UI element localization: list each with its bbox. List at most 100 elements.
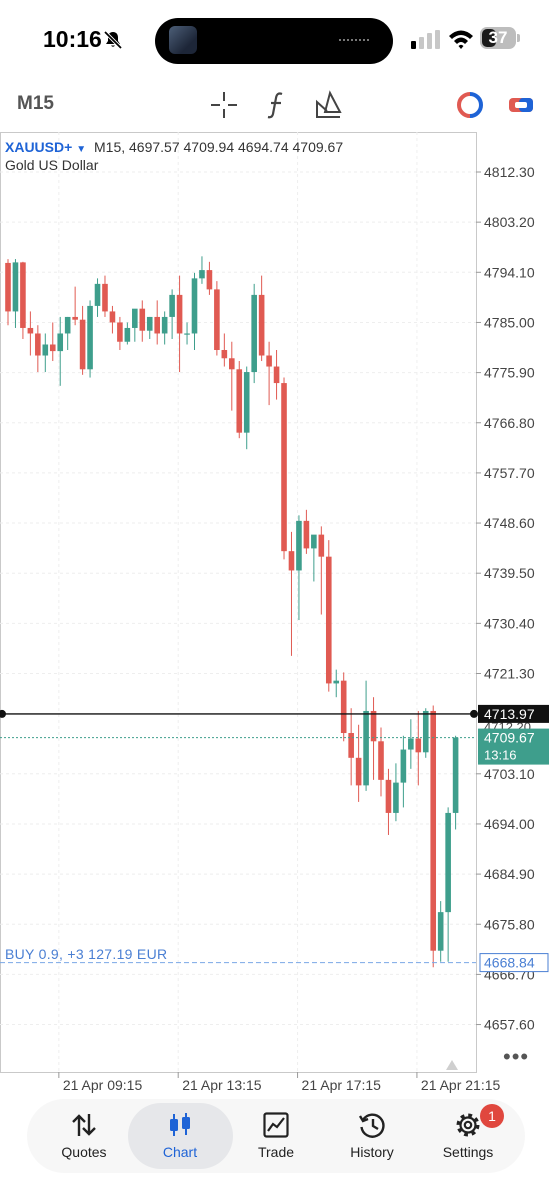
candle-body[interactable] (161, 316, 168, 334)
dynamic-island[interactable] (155, 18, 393, 64)
candle-body[interactable] (370, 710, 377, 742)
candle-body[interactable] (333, 680, 340, 684)
candle-body[interactable] (102, 283, 108, 312)
candle-body[interactable] (20, 262, 26, 328)
battery-level: 37 (488, 28, 508, 47)
tab-history[interactable]: History (322, 1099, 422, 1173)
candle-body[interactable] (42, 344, 49, 356)
candle-body[interactable] (79, 319, 86, 370)
position-label[interactable]: BUY 0.9, +3 127.19 EUR (5, 946, 168, 962)
candle-body[interactable] (49, 344, 56, 352)
candle-body[interactable] (400, 749, 407, 783)
candle-body[interactable] (303, 520, 310, 549)
candle-body[interactable] (422, 710, 429, 753)
wifi-icon (449, 30, 473, 49)
candle-body[interactable] (288, 551, 295, 571)
tab-chart[interactable]: Chart (130, 1099, 230, 1173)
candle-body[interactable] (325, 556, 332, 684)
chart-canvas[interactable]: 4812.30 4803.20 4794.10 4785.00 4775.90 4766.… (0, 132, 553, 1097)
one-click-trading-icon[interactable] (506, 90, 536, 120)
candle-body[interactable] (12, 262, 19, 312)
candle-body[interactable] (452, 737, 459, 813)
candle-body[interactable] (132, 308, 138, 328)
x-tick-label: 21 Apr 21:15 (421, 1077, 501, 1093)
candle-body[interactable] (64, 316, 71, 334)
x-tick-label: 21 Apr 13:15 (182, 1077, 262, 1093)
candle-body[interactable] (318, 534, 325, 557)
candle-body[interactable] (146, 316, 153, 331)
candle-body[interactable] (385, 779, 392, 813)
candle-body[interactable] (236, 369, 243, 433)
x-tick-label: 21 Apr 09:15 (63, 1077, 143, 1093)
scroll-to-end-icon[interactable] (446, 1060, 458, 1070)
candle-body[interactable] (273, 366, 280, 384)
symbol-label[interactable]: XAUUSD+ ▼ (5, 139, 87, 155)
crosshair-icon[interactable] (209, 90, 239, 120)
candle-body[interactable] (169, 294, 175, 317)
price-chart[interactable]: 4812.30 4803.20 4794.10 4785.00 4775.90 4766.… (0, 132, 553, 1097)
candle-body[interactable] (437, 912, 444, 951)
candle-body[interactable] (5, 262, 11, 312)
candle-body[interactable] (229, 358, 235, 370)
activity-indicator-icon (339, 39, 369, 45)
indicators-icon[interactable] (262, 90, 292, 120)
candle-body[interactable] (206, 270, 213, 290)
candle-body[interactable] (311, 534, 317, 549)
y-tick-label: 4657.60 (484, 1017, 535, 1033)
candle-body[interactable] (266, 355, 272, 367)
candle-body[interactable] (72, 316, 78, 320)
candle-body[interactable] (124, 327, 131, 342)
candle-body[interactable] (340, 680, 347, 734)
candlestick-chart-icon (170, 1113, 190, 1136)
candle-body[interactable] (378, 741, 384, 780)
drawing-objects-icon[interactable] (313, 90, 343, 120)
candle-body[interactable] (296, 520, 302, 571)
candle-body[interactable] (393, 782, 399, 813)
candle-body[interactable] (355, 757, 362, 786)
crosshair-price-label: 4713.97 (484, 706, 535, 722)
candle-body[interactable] (199, 270, 205, 279)
candle-body[interactable] (281, 383, 287, 552)
candle-body[interactable] (214, 289, 220, 351)
y-tick-label: 4730.40 (484, 615, 535, 631)
more-options-icon[interactable]: ••• (503, 1044, 530, 1069)
crosshair-price-box (478, 704, 549, 723)
y-tick-label: 4794.10 (484, 264, 535, 280)
tab-quotes[interactable]: Quotes (34, 1099, 134, 1173)
candle-body[interactable] (57, 333, 64, 352)
tab-trade[interactable]: Trade (226, 1099, 326, 1173)
candle-body[interactable] (348, 733, 354, 758)
candle-body[interactable] (139, 308, 146, 331)
candle-body[interactable] (154, 316, 160, 334)
y-tick-label: 4785.00 (484, 314, 535, 330)
trade-cycle-icon[interactable] (455, 90, 485, 120)
symbol-dropdown-icon[interactable]: ▼ (76, 144, 87, 155)
candle-body[interactable] (35, 333, 41, 356)
candle-body[interactable] (27, 327, 34, 334)
candle-body[interactable] (221, 350, 228, 359)
candle-body[interactable] (184, 333, 190, 335)
y-tick-label: 4675.80 (484, 916, 535, 932)
candle-body[interactable] (109, 311, 116, 323)
candle-body[interactable] (363, 710, 369, 786)
position-price-label: 4668.84 (484, 955, 535, 971)
crosshair-handle-right[interactable] (470, 709, 478, 718)
candle-body[interactable] (415, 738, 422, 753)
candle-body[interactable] (243, 372, 250, 433)
crosshair-handle-left[interactable] (0, 709, 6, 718)
candle-body[interactable] (445, 812, 451, 913)
ohlc-legend: M15, 4697.57 4709.94 4694.74 4709.67 (94, 139, 344, 155)
candle-body[interactable] (117, 322, 123, 342)
candle-body[interactable] (408, 738, 414, 750)
candle-body[interactable] (87, 305, 93, 370)
candle-body[interactable] (94, 283, 101, 306)
candle-body[interactable] (191, 278, 198, 334)
tab-label: Chart (162, 1144, 198, 1160)
candle-body[interactable] (430, 710, 437, 951)
timeframe-button[interactable]: M15 (17, 93, 54, 114)
tab-settings[interactable]: Settings (418, 1099, 518, 1173)
candle-body[interactable] (251, 294, 257, 373)
candle-body[interactable] (258, 294, 265, 356)
y-tick-label: 4739.50 (484, 565, 535, 581)
candle-body[interactable] (176, 294, 183, 334)
